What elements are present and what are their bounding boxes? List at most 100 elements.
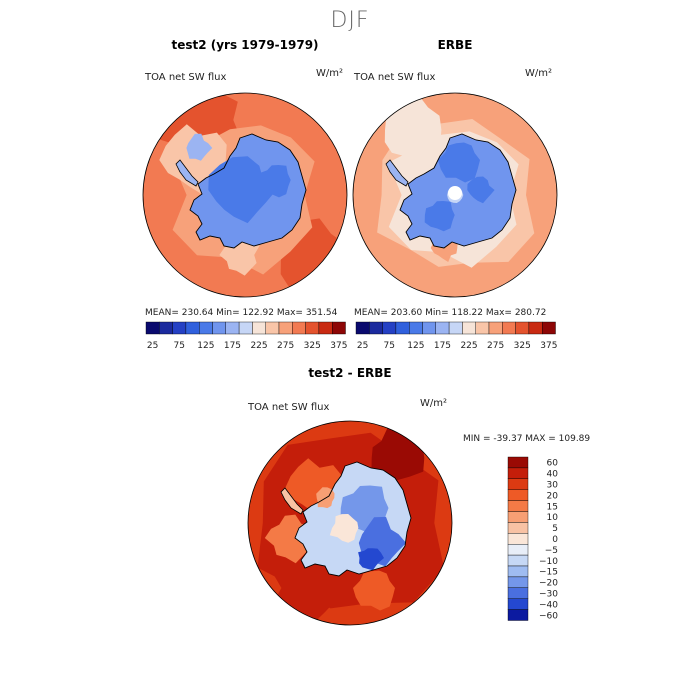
colorbar-tick-label: 75	[174, 341, 185, 351]
colorbar-swatch	[507, 598, 529, 610]
colorbar-swatch	[369, 321, 383, 335]
panel3-polar-map	[247, 420, 453, 626]
colorbar-tick-label: 375	[540, 341, 557, 351]
field-region	[386, 160, 408, 186]
colorbar-tick-label: −15	[539, 568, 558, 578]
colorbar-tick-label: 275	[487, 341, 504, 351]
field-region	[438, 142, 480, 183]
panel1-stats: MEAN= 230.64 Min= 122.92 Max= 351.54	[145, 308, 338, 318]
colorbar-tick-label: −40	[539, 600, 558, 610]
field-region	[208, 156, 277, 224]
colorbar-swatch	[528, 321, 543, 335]
field-region	[467, 176, 495, 204]
colorbar-swatch	[172, 321, 187, 335]
colorbar-tick-label: 15	[547, 502, 558, 512]
colorbar-swatch	[507, 543, 529, 556]
colorbar-swatch	[541, 321, 556, 335]
colorbar-swatch	[355, 321, 370, 335]
colorbar-swatch	[422, 321, 437, 335]
panel3-units-label: W/m²	[420, 398, 448, 409]
map-boundary	[352, 92, 558, 298]
colorbar-swatch	[507, 609, 529, 621]
colorbar-swatch	[475, 321, 490, 335]
colorbar-swatch	[507, 565, 529, 578]
colorbar-swatch	[305, 321, 320, 335]
panel2-title: ERBE	[437, 38, 473, 52]
antarctica-coastline	[294, 461, 412, 577]
colorbar-swatch	[331, 321, 346, 335]
peninsula-coastline	[280, 487, 304, 515]
colorbar-tick-label: 25	[147, 341, 158, 351]
season-title: DJF	[330, 8, 370, 33]
colorbar-tick-label: −60	[539, 611, 558, 621]
colorbar-swatch	[507, 533, 529, 545]
colorbar-swatch	[502, 321, 516, 335]
colorbar-swatch	[382, 321, 397, 335]
colorbar-swatch	[395, 321, 410, 335]
colorbar-swatch	[265, 321, 280, 335]
antarctica-coastline	[189, 133, 307, 249]
colorbar-swatch	[507, 522, 529, 534]
panel1-variable-label: TOA net SW flux	[145, 72, 227, 83]
colorbar-tick-label: 25	[357, 341, 368, 351]
field-region	[424, 201, 455, 232]
field-region	[358, 548, 384, 571]
colorbar-tick-label: 225	[460, 341, 477, 351]
colorbar-tick-label: 20	[547, 491, 559, 501]
colorbar-tick-label: 5	[552, 524, 558, 534]
missing-data-hole	[448, 186, 462, 200]
panel3-variable-label: TOA net SW flux	[248, 402, 330, 413]
map-boundary	[142, 92, 348, 298]
colorbar-tick-label: 325	[304, 341, 321, 351]
antarctica-coastline	[399, 133, 517, 249]
colorbar-swatch	[507, 500, 529, 512]
colorbar-tick-label: 275	[277, 341, 294, 351]
colorbar-tick-label: −5	[545, 546, 558, 556]
colorbar-tick-label: 175	[224, 341, 241, 351]
colorbar-swatch	[145, 321, 160, 335]
colorbar-tick-label: 10	[547, 513, 559, 523]
colorbar-tick-label: 60	[547, 459, 559, 469]
colorbar-swatch	[507, 576, 529, 589]
panel2-stats: MEAN= 203.60 Min= 118.22 Max= 280.72	[354, 308, 547, 318]
colorbar-tick-label: 375	[330, 341, 347, 351]
panel3-stats: MIN = -39.37 MAX = 109.89	[463, 434, 591, 444]
colorbar-tick-label: 225	[250, 341, 267, 351]
colorbar-swatch	[409, 321, 423, 335]
colorbar-swatch	[185, 321, 200, 335]
colorbar-swatch	[488, 321, 503, 335]
field-region	[329, 514, 359, 543]
field-region	[186, 133, 213, 161]
colorbar-tick-label: 0	[552, 535, 558, 545]
panel2-colorbar: 25 75 125 175 225 275 325 375	[355, 321, 557, 351]
peninsula-coastline	[175, 159, 199, 187]
colorbar-swatch	[225, 321, 240, 335]
colorbar-swatch	[278, 321, 293, 335]
panel1-polar-map	[142, 92, 348, 298]
colorbar-swatch	[318, 321, 333, 335]
field-region	[258, 165, 291, 198]
field-region	[176, 160, 198, 186]
colorbar-swatch	[462, 321, 476, 335]
colorbar-tick-label: 30	[547, 481, 559, 491]
panel1-units-label: W/m²	[316, 68, 344, 79]
peninsula-coastline	[385, 159, 409, 187]
panel2-units-label: W/m²	[525, 68, 553, 79]
colorbar-swatch	[507, 456, 529, 469]
colorbar-swatch	[448, 321, 463, 335]
colorbar-swatch	[507, 511, 529, 523]
colorbar-swatch	[292, 321, 306, 335]
colorbar-swatch	[507, 478, 529, 490]
colorbar-tick-label: 325	[514, 341, 531, 351]
colorbar-swatch	[435, 321, 450, 335]
colorbar-swatch	[212, 321, 227, 335]
panel2-polar-map	[352, 92, 558, 298]
map-boundary	[247, 420, 453, 626]
colorbar-tick-label: 175	[434, 341, 451, 351]
colorbar-swatch	[507, 587, 529, 599]
colorbar-swatch	[515, 321, 530, 335]
field-region	[316, 487, 335, 509]
panel3-title: test2 - ERBE	[308, 366, 392, 380]
panel1-title: test2 (yrs 1979-1979)	[171, 38, 319, 52]
